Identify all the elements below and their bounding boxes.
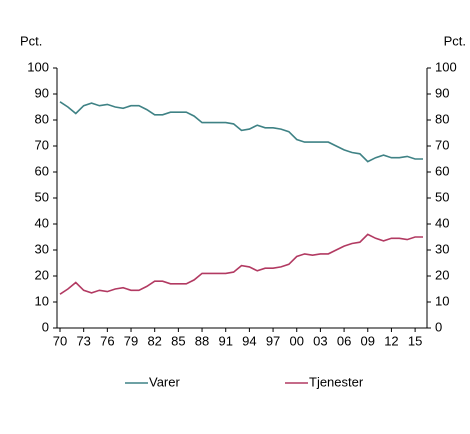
line-series bbox=[59, 233, 423, 295]
y-axis-label-right: Pct. bbox=[444, 33, 466, 48]
x-tick-label: 76 bbox=[100, 333, 114, 348]
y-tick-label: 70 bbox=[35, 137, 49, 152]
y2-tick-label: 70 bbox=[435, 137, 449, 152]
legend-label: Tjenester bbox=[309, 374, 364, 389]
line-series bbox=[59, 101, 423, 163]
y-tick-label: 30 bbox=[35, 241, 49, 256]
y2-tick-label: 50 bbox=[435, 189, 449, 204]
x-tick-label: 15 bbox=[408, 333, 422, 348]
y-tick-label: 60 bbox=[35, 163, 49, 178]
y-tick-label: 0 bbox=[42, 319, 49, 334]
x-tick-label: 12 bbox=[384, 333, 398, 348]
y-tick-label: 20 bbox=[35, 267, 49, 282]
x-tick-label: 85 bbox=[171, 333, 185, 348]
x-tick-label: 73 bbox=[76, 333, 90, 348]
y2-tick-label: 80 bbox=[435, 111, 449, 126]
y-axis-label-left: Pct. bbox=[20, 33, 42, 48]
y-tick-label: 40 bbox=[35, 215, 49, 230]
y2-tick-label: 60 bbox=[435, 163, 449, 178]
y2-tick-label: 10 bbox=[435, 293, 449, 308]
x-tick-label: 09 bbox=[361, 333, 375, 348]
x-tick-label: 00 bbox=[290, 333, 304, 348]
y2-tick-label: 90 bbox=[435, 85, 449, 100]
y-tick-label: 80 bbox=[35, 111, 49, 126]
y-tick-label: 50 bbox=[35, 189, 49, 204]
x-tick-label: 70 bbox=[53, 333, 67, 348]
x-tick-label: 94 bbox=[242, 333, 256, 348]
x-tick-label: 97 bbox=[266, 333, 280, 348]
x-tick-label: 82 bbox=[147, 333, 161, 348]
legend-label: Varer bbox=[149, 374, 180, 389]
y-tick-label: 10 bbox=[35, 293, 49, 308]
x-tick-label: 03 bbox=[313, 333, 327, 348]
x-tick-label: 79 bbox=[124, 333, 138, 348]
y2-tick-label: 100 bbox=[435, 59, 457, 74]
y2-tick-label: 20 bbox=[435, 267, 449, 282]
x-tick-label: 91 bbox=[218, 333, 232, 348]
x-tick-label: 88 bbox=[195, 333, 209, 348]
y2-tick-label: 30 bbox=[435, 241, 449, 256]
y-tick-label: 100 bbox=[27, 59, 49, 74]
x-tick-label: 06 bbox=[337, 333, 351, 348]
y2-tick-label: 40 bbox=[435, 215, 449, 230]
y-tick-label: 90 bbox=[35, 85, 49, 100]
y2-tick-label: 0 bbox=[435, 319, 442, 334]
